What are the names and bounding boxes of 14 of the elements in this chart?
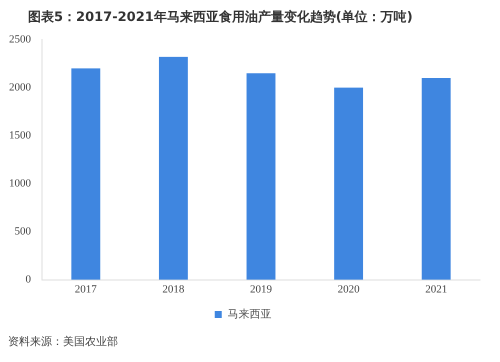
x-tick-label: 2018: [162, 283, 185, 296]
y-tick-label: 0: [26, 274, 32, 286]
y-tick-label: 1500: [9, 130, 32, 142]
chart-title: 图表5：2017-2021年马来西亚食用油产量变化趋势(单位：万吨): [28, 8, 413, 26]
y-tick-label: 2000: [9, 82, 32, 94]
y-tick-label: 500: [14, 226, 32, 238]
x-tick-label: 2020: [338, 283, 360, 296]
x-tick-label: 2019: [250, 283, 272, 296]
y-tick-label: 1000: [9, 178, 32, 190]
x-tick-label: 2017: [74, 283, 98, 296]
x-tick-label: 2021: [425, 283, 448, 296]
legend-label: 马来西亚: [227, 308, 272, 321]
text: 资料来源：美国农业部: [8, 334, 118, 349]
y-tick-label: 2500: [9, 33, 32, 46]
